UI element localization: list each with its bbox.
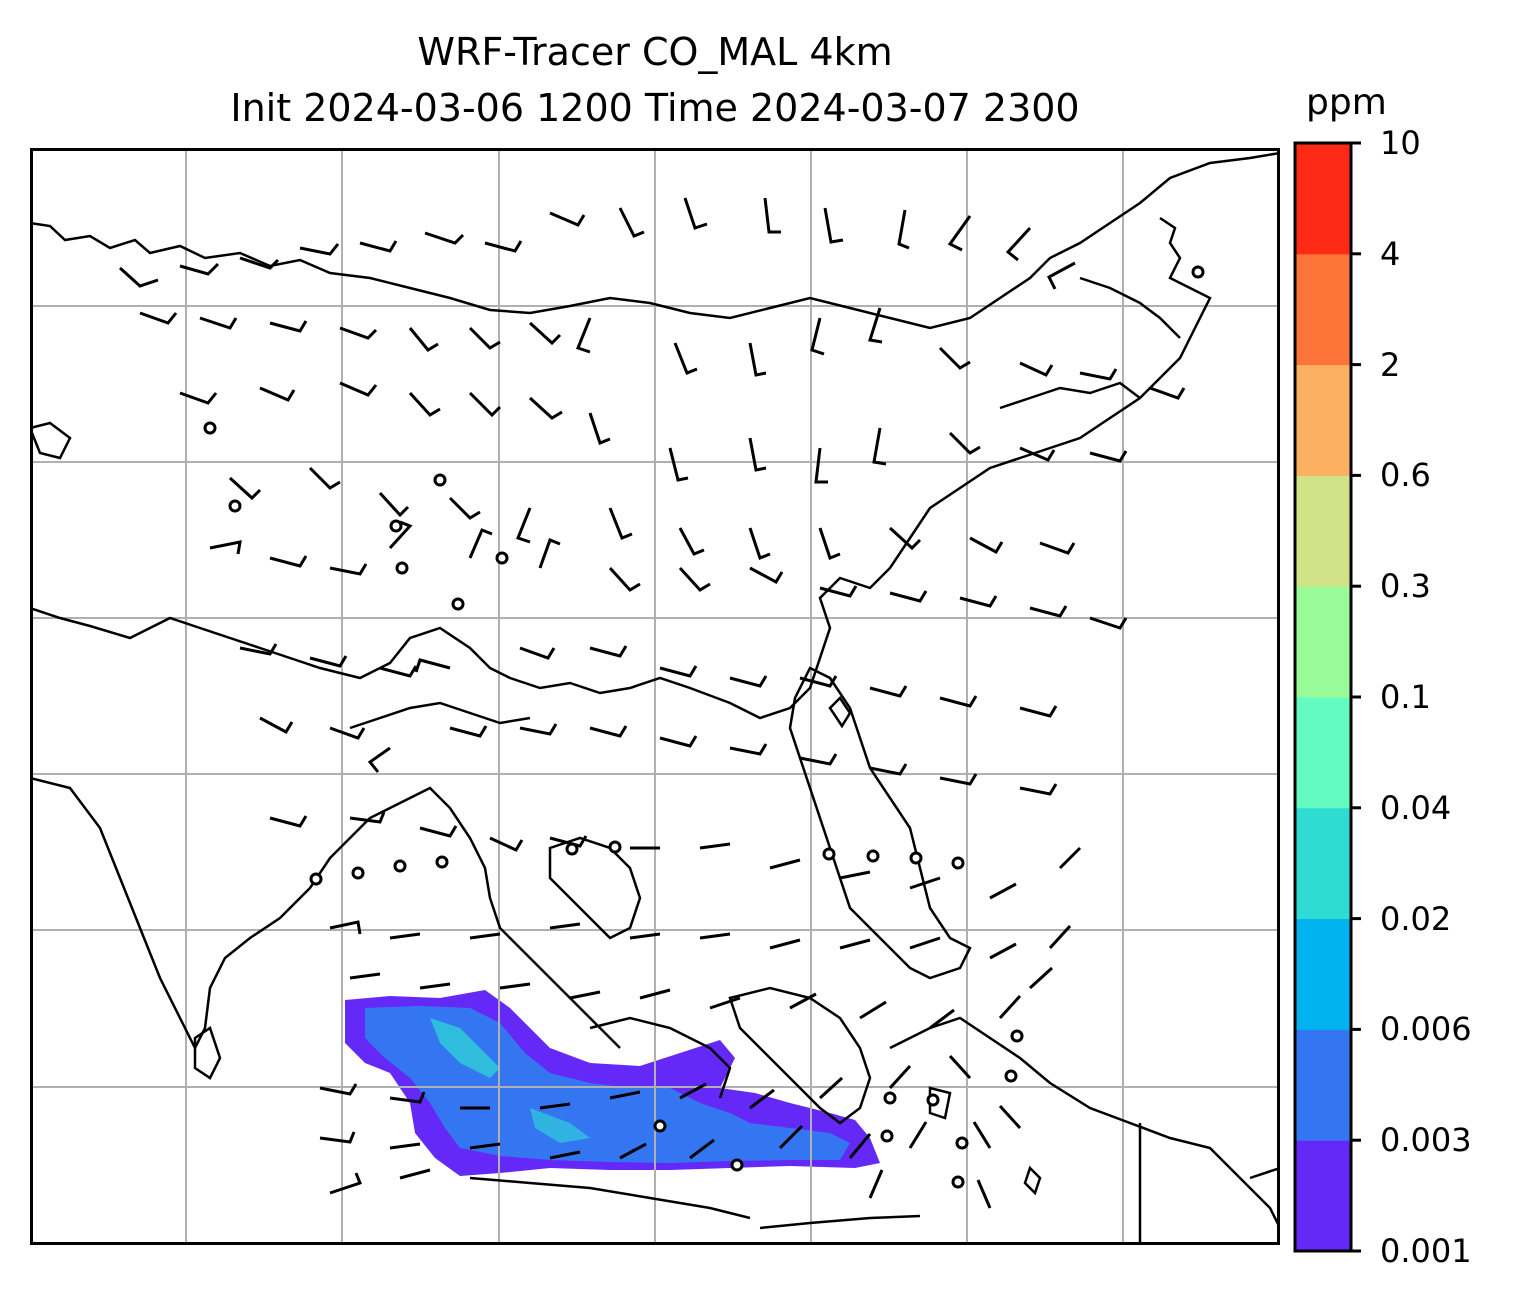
colorbar-tick-label: 0.3 [1380,567,1431,606]
map-panel [30,148,1280,1245]
colorbar-tick-label: 0.003 [1380,1121,1472,1160]
plot-title-line1: WRF-Tracer CO_MAL 4km [417,30,893,74]
colorbar-segment [1295,1140,1351,1252]
colorbar-segment [1295,586,1351,698]
colorbar-tick-label: 2 [1380,345,1401,384]
colorbar-tick-label: 0.6 [1380,456,1431,495]
colorbar-ticks [1351,141,1361,1253]
colorbar-tick-label: 10 [1380,124,1421,162]
colorbar-unit-label: ppm [1306,82,1387,123]
wind-barbs [118,197,1186,1209]
gridlines [30,148,1280,1245]
colorbar [1293,141,1361,1253]
colorbar-tick-label: 4 [1380,234,1401,273]
plume-core-2 [530,1108,590,1143]
map-frame [30,148,1280,1245]
colorbar-tick-label: 0.04 [1380,788,1452,827]
colorbar-segments [1295,143,1351,1252]
co-tracer-plume [345,990,880,1176]
colorbar-segment [1295,1029,1351,1141]
plume-core [430,1018,500,1078]
plot-title-line2: Init 2024-03-06 1200 Time 2024-03-07 230… [230,86,1080,130]
plume-mid [365,1006,850,1163]
colorbar-segment [1295,697,1351,809]
calm-wind-markers [203,265,1205,1189]
coastlines [30,151,1280,1245]
colorbar-tick-label: 0.001 [1380,1232,1472,1270]
colorbar-segment [1295,253,1351,366]
colorbar-segment [1295,475,1351,587]
colorbar-segment [1295,364,1351,476]
colorbar-tick-label: 0.02 [1380,899,1452,938]
colorbar-tick-label: 0.006 [1380,1010,1472,1049]
colorbar-segment [1295,807,1351,920]
colorbar-tick-label: 0.1 [1380,678,1431,716]
colorbar-segment [1295,918,1351,1030]
colorbar-segment [1295,143,1351,255]
